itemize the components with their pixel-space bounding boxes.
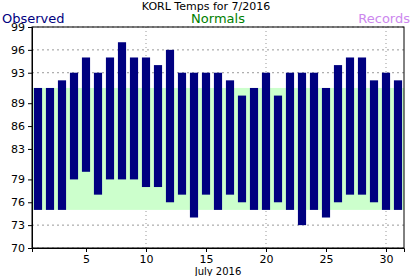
x-tick-mark [386, 248, 387, 252]
observed-bar [286, 73, 294, 210]
observed-bar [298, 73, 306, 225]
y-tick-label: 89 [11, 97, 25, 110]
observed-bar [94, 73, 102, 195]
normal-range [44, 88, 56, 210]
normal-range [248, 88, 260, 210]
y-tick: 73 [11, 219, 32, 232]
y-tick-label: 79 [11, 173, 25, 186]
observed-bar [202, 73, 210, 195]
x-tick-mark [326, 248, 327, 252]
observed-bar [82, 57, 90, 171]
x-tick-label: 30 [380, 253, 394, 266]
observed-bar [238, 96, 246, 203]
x-tick-mark [86, 248, 87, 252]
observed-bar [70, 73, 78, 180]
y-tick: 89 [11, 97, 32, 110]
observed-bar [346, 57, 354, 194]
observed-bar [130, 57, 138, 179]
observed-bar [58, 80, 66, 210]
grid [32, 27, 404, 248]
plot-frame [32, 27, 404, 248]
normal-range [236, 88, 248, 210]
x-axis-title: July 2016 [194, 266, 242, 276]
x-tick-label: 15 [200, 253, 214, 266]
y-tick: 76 [11, 196, 32, 209]
observed-bar [154, 65, 162, 187]
y-tick: 79 [11, 173, 32, 186]
y-tick: 96 [11, 44, 32, 57]
y-tick-mark [28, 149, 32, 150]
legend-entry: Normals [191, 11, 245, 26]
y-tick: 93 [11, 67, 32, 80]
y-tick-mark [28, 179, 32, 180]
y-axis: 70 73 76 79 83 86 89 93 96 99 [11, 21, 33, 255]
y-tick-mark [28, 248, 32, 249]
x-axis-line [33, 249, 405, 253]
observed-bar [226, 80, 234, 194]
observed-bar [334, 65, 342, 202]
x-tick-mark [266, 248, 267, 252]
y-tick: 86 [11, 120, 32, 133]
y-tick-label: 73 [11, 219, 25, 232]
legend-entry: Records [358, 11, 410, 26]
observed-bar [190, 73, 198, 218]
observed-bar [394, 80, 402, 210]
y-tick: 83 [11, 143, 32, 156]
observed-bar [250, 88, 258, 210]
observed-bar [382, 73, 390, 210]
x-tick: 15 [200, 248, 214, 266]
observed-bar [358, 57, 366, 194]
observed-bar [310, 73, 318, 210]
y-tick-mark [28, 103, 32, 104]
x-tick-label: 20 [260, 253, 274, 266]
normal-range [272, 88, 284, 210]
observed-bar [178, 73, 186, 195]
observed-bar [214, 73, 222, 210]
y-tick-mark [28, 202, 32, 203]
y-tick-mark [28, 73, 32, 74]
observed-bar [262, 73, 270, 210]
marks [32, 42, 404, 225]
y-tick-label: 76 [11, 196, 25, 209]
y-tick: 99 [11, 21, 32, 34]
observed-bar [106, 57, 114, 179]
y-tick-mark [28, 27, 32, 28]
y-tick-mark [28, 225, 32, 226]
x-tick-label: 5 [83, 253, 90, 266]
y-tick-label: 96 [11, 44, 25, 57]
y-grid-line [32, 49, 404, 50]
y-tick-label: 99 [11, 21, 25, 34]
y-axis-line [28, 28, 33, 249]
x-tick: 10 [140, 248, 154, 266]
y-tick: 70 [11, 242, 32, 255]
x-axis: 5 10 15 20 25 30 [33, 248, 405, 266]
x-tick-label: 25 [320, 253, 334, 266]
x-tick-mark [146, 248, 147, 252]
observed-bar [166, 50, 174, 202]
x-tick: 5 [83, 248, 90, 266]
y-tick-mark [28, 50, 32, 51]
observed-bar [322, 88, 330, 218]
x-tick: 20 [260, 248, 274, 266]
x-tick-mark [206, 248, 207, 252]
y-tick-label: 86 [11, 120, 25, 133]
y-tick-label: 93 [11, 67, 25, 80]
normal-range [32, 88, 44, 210]
observed-bar [34, 88, 42, 210]
observed-bar [274, 96, 282, 203]
y-grid-line [32, 225, 404, 226]
x-tick-label: 10 [140, 253, 154, 266]
observed-bar [142, 57, 150, 187]
y-tick-label: 70 [11, 242, 25, 255]
y-tick-label: 83 [11, 143, 25, 156]
x-tick: 25 [320, 248, 334, 266]
observed-bar [118, 42, 126, 179]
observed-bar [370, 80, 378, 202]
chart: KORL Temps for 7/2016ObservedNormalsReco… [0, 0, 412, 276]
x-tick: 30 [380, 248, 394, 266]
y-tick-mark [28, 126, 32, 127]
observed-bar [46, 88, 54, 210]
